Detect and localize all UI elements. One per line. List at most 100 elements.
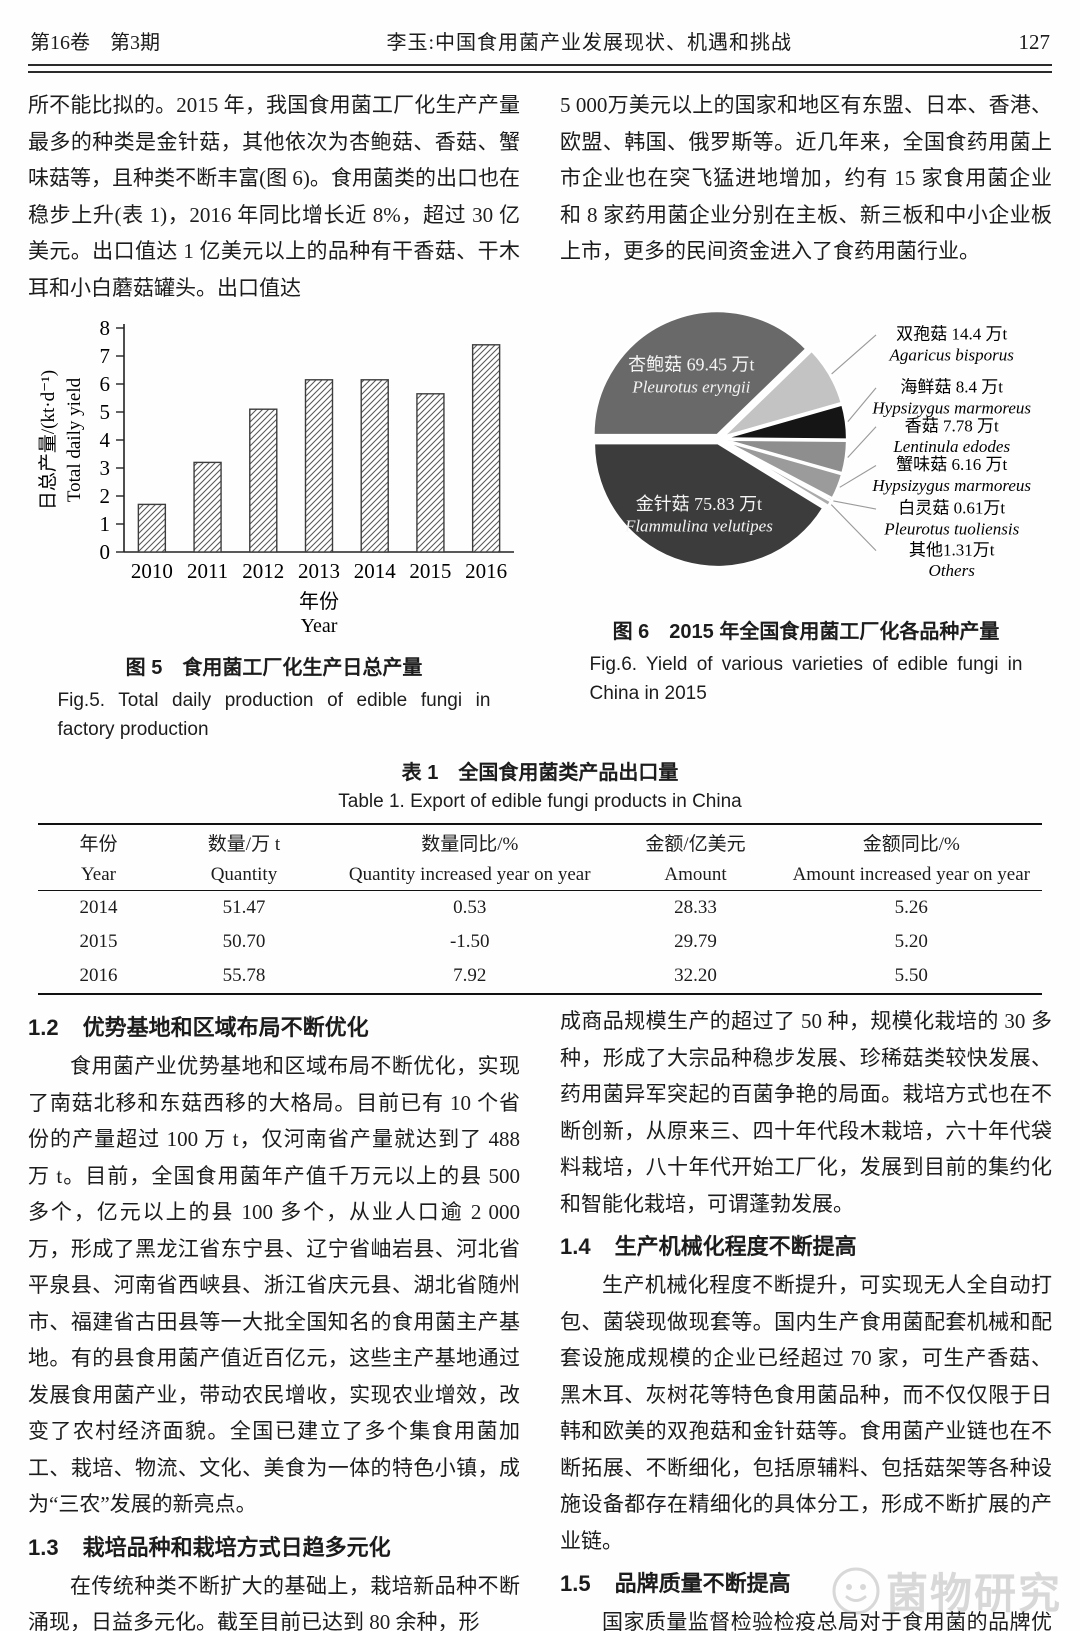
table1-header-row-en: Year Quantity Quantity increased year on y…	[38, 860, 1042, 891]
table1: 年份 数量/万 t 数量同比/% 金额/亿美元 金额同比/% Year Quantity Qu…	[38, 823, 1042, 995]
table1-cell-0-3: 28.33	[674, 897, 717, 918]
svg-text:4: 4	[100, 428, 111, 452]
section-1-2-heading: 1.2 优势基地和区域布局不断优化	[28, 1015, 369, 1040]
upper-two-columns: 所不能比拟的。2015 年，我国食用菌工厂化生产产量最多的种类是金针菇，其他依次…	[28, 87, 1052, 744]
section-1-2-body: 食用菌产业优势基地和区域布局不断优化，实现了南菇北移和东菇西移的大格局。目前已有…	[28, 1054, 520, 1516]
svg-text:香菇 7.78 万t: 香菇 7.78 万t	[905, 416, 999, 435]
table1-header-zh-2: 数量同比/%	[421, 834, 519, 855]
bar-2010	[137, 503, 167, 553]
svg-text:2015: 2015	[409, 559, 451, 583]
section-1-4-heading: 1.4 生产机械化程度不断提高	[560, 1234, 857, 1259]
table1-cell-2-3: 32.20	[674, 965, 717, 986]
svg-text:2010: 2010	[131, 559, 173, 583]
figure6-caption-en: Fig.6. Yield of various varieties of edi…	[589, 653, 1023, 704]
running-title: 李玉:中国食用菌产业发展现状、机遇和挑战	[386, 32, 793, 54]
svg-text:1: 1	[100, 512, 111, 536]
svg-text:海鲜菇 8.4 万t: 海鲜菇 8.4 万t	[900, 377, 1003, 396]
svg-text:Hypsizygus marmoreus: Hypsizygus marmoreus	[871, 476, 1031, 495]
section-1-3-heading: 1.3 栽培品种和栽培方式日趋多元化	[28, 1534, 391, 1560]
svg-text:7: 7	[100, 344, 111, 368]
table1-header-zh-1: 数量/万 t	[207, 834, 281, 855]
table1-cell-1-3: 29.79	[674, 931, 717, 952]
figure6-caption-zh: 图 6 2015 年全国食用菌工厂化各品种产量	[612, 620, 1000, 643]
svg-text:Hypsizygus marmoreus: Hypsizygus marmoreus	[871, 398, 1031, 417]
table1-cell-0-0: 2014	[79, 897, 118, 918]
svg-text:其他1.31万t: 其他1.31万t	[909, 540, 995, 559]
svg-text:2013: 2013	[298, 559, 340, 583]
bar-2011	[193, 461, 222, 553]
section-1-5-body: 国家质量监督检验检疫总局对于食用菌的品牌优势日益关注，庆元香菇、古田银耳、通江银…	[602, 1610, 1052, 1631]
table1-cell-0-1: 51.47	[222, 897, 266, 918]
table1-header-zh-3: 金额/亿美元	[645, 834, 746, 855]
table1-cell-0-2: 0.53	[453, 897, 487, 918]
table1-cell-2-4: 5.50	[894, 965, 928, 986]
bar-2014	[360, 379, 389, 553]
svg-text:Agaricus bisporus: Agaricus bisporus	[889, 345, 1015, 364]
svg-text:5: 5	[100, 400, 111, 424]
svg-text:2012: 2012	[242, 559, 284, 583]
section-1-3-continuation: 成商品规模生产的超过了 50 种，规模化栽培的 30 多种，形成了大宗品种稳步发…	[560, 1009, 1052, 1216]
svg-text:2016: 2016	[465, 559, 507, 583]
table1-cell-2-0: 2016	[79, 965, 118, 986]
table1-row-2016: 2016 55.78 7.92 32.20 5.50	[38, 959, 1042, 994]
lower-two-columns: 1.2 优势基地和区域布局不断优化 食用菌产业优势基地和区域布局不断优化，实现了南…	[28, 1003, 1052, 1631]
svg-text:年份: 年份	[299, 590, 339, 613]
figure5-caption-zh: 图 5 食用菌工厂化生产日总产量	[125, 657, 423, 679]
svg-text:3: 3	[100, 456, 111, 480]
svg-text:Total daily yield: Total daily yield	[64, 377, 85, 502]
journal-issue: 第16卷 第3期	[30, 32, 160, 54]
svg-text:Lentinula edodes: Lentinula edodes	[892, 437, 1010, 456]
left-column-lower: 1.2 优势基地和区域布局不断优化 食用菌产业优势基地和区域布局不断优化，实现了南…	[28, 1003, 520, 1631]
page-header: 第16卷 第3期 李玉:中国食用菌产业发展现状、机遇和挑战 127	[28, 26, 1052, 55]
table1-header-en-0: Year	[80, 864, 116, 885]
table1-header-row-zh: 年份 数量/万 t 数量同比/% 金额/亿美元 金额同比/%	[38, 824, 1042, 860]
table1-header-en-3: Amount	[664, 864, 727, 885]
figure5-block: 0 1 2 3 4 5 6 7 8 2010 2011 2012 2013 2014 2015 2016 年份 Y…	[28, 314, 520, 744]
right-intro-paragraph: 5 000万美元以上的国家和地区有东盟、日本、香港、欧盟、韩国、俄罗斯等。近几年…	[560, 93, 1052, 263]
table1-cell-2-2: 7.92	[453, 965, 487, 986]
figure5-caption-en: Fig.5. Total daily production of edible …	[57, 690, 491, 740]
table1-row-2015: 2015 50.70 -1.50 29.79 5.20	[38, 925, 1042, 959]
table1-title-zh: 表 1 全国食用菌类产品出口量	[401, 762, 679, 784]
svg-text:Pleurotus eryngii: Pleurotus eryngii	[631, 377, 750, 396]
svg-text:2011: 2011	[187, 559, 228, 583]
header-double-rule	[28, 64, 1052, 73]
table1-header-en-1: Quantity	[210, 864, 278, 885]
table1-header-zh-4: 金额同比/%	[862, 834, 960, 855]
bar-2015	[416, 393, 445, 553]
left-column-upper: 所不能比拟的。2015 年，我国食用菌工厂化生产产量最多的种类是金针菇，其他依次…	[28, 87, 520, 744]
svg-text:8: 8	[100, 316, 111, 340]
table1-cell-2-1: 55.78	[222, 965, 266, 986]
section-1-3-body: 在传统种类不断扩大的基础上，栽培新品种不断涌现，日益多元化。截至目前已达到 80…	[28, 1573, 520, 1631]
pie-slice-7	[592, 441, 826, 568]
bar-chart-figure5: 0 1 2 3 4 5 6 7 8 2010 2011 2012 2013 2014 2015 2016 年份Y…	[37, 316, 514, 637]
svg-text:日总产量/(kt·d⁻¹): 日总产量/(kt·d⁻¹)	[37, 370, 59, 510]
svg-text:Year: Year	[301, 615, 338, 636]
svg-text:双孢菇 14.4 万t: 双孢菇 14.4 万t	[896, 324, 1007, 343]
right-column-lower: 成商品规模生产的超过了 50 种，规模化栽培的 30 多种，形成了大宗品种稳步发…	[560, 1003, 1052, 1631]
table1-row-2014: 2014 51.47 0.53 28.33 5.26	[38, 891, 1042, 926]
svg-text:Pleurotus tuoliensis: Pleurotus tuoliensis	[883, 519, 1019, 538]
svg-text:Others: Others	[929, 561, 976, 580]
svg-text:2: 2	[100, 484, 111, 508]
pie-slice-1	[721, 348, 844, 438]
table1-cell-1-1: 50.70	[222, 931, 266, 952]
table1-cell-1-4: 5.20	[894, 931, 928, 952]
figure6-block: 杏鲍菇 69.45 万t Pleurotus eryngii 金针菇 75.83 万…	[560, 278, 1052, 708]
right-column-upper: 5 000万美元以上的国家和地区有东盟、日本、香港、欧盟、韩国、俄罗斯等。近几年…	[560, 87, 1052, 744]
table1-header-en-4: Amount increased year on year	[792, 864, 1030, 885]
pie-chart-figure6: 杏鲍菇 69.45 万t Pleurotus eryngii 金针菇 75.83 万…	[592, 309, 1031, 580]
table1-block: 表 1 全国食用菌类产品出口量 Table 1. Export of edibl…	[28, 756, 1052, 995]
svg-text:金针菇 75.83 万t: 金针菇 75.83 万t	[636, 493, 762, 513]
svg-text:Flammulina velutipes: Flammulina velutipes	[624, 516, 773, 535]
svg-text:白灵菇 0.61万t: 白灵菇 0.61万t	[898, 498, 1005, 517]
pie-slice-0	[592, 309, 809, 436]
section-1-4-body: 生产机械化程度不断提升，可实现无人全自动打包、菌袋现做现套等。国内生产食用菌配套…	[560, 1273, 1052, 1553]
table1-cell-1-2: -1.50	[449, 931, 490, 952]
page-number: 127	[1018, 30, 1051, 54]
bar-2012	[249, 408, 278, 553]
left-intro-paragraph: 所不能比拟的。2015 年，我国食用菌工厂化生产产量最多的种类是金针菇，其他依次…	[28, 93, 520, 300]
svg-text:0: 0	[100, 540, 111, 564]
table1-header-zh-0: 年份	[79, 834, 118, 855]
